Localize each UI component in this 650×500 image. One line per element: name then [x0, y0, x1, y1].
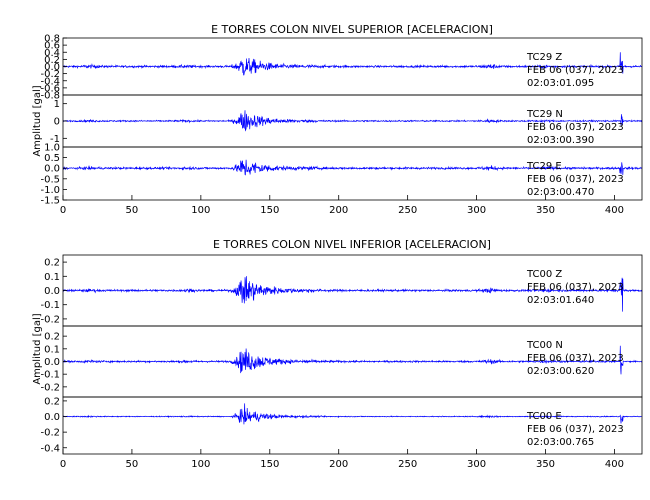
x-tick-label: 50 — [126, 459, 139, 470]
y-tick-label: 0.0 — [44, 357, 60, 368]
waveform-trace — [63, 110, 642, 132]
channel-label: TC00 E — [526, 411, 562, 422]
y-tick-label: 0 — [54, 117, 60, 128]
x-tick-label: 400 — [605, 205, 624, 216]
y-tick-label: 0.0 — [44, 62, 60, 73]
date-label: FEB 06 (037), 2023 — [527, 122, 624, 133]
y-tick-label: 0.1 — [44, 344, 60, 355]
channel-annotation: TC29 N FEB 06 (037), 2023 02:03:00.390 — [526, 109, 624, 146]
x-tick-label: 250 — [398, 205, 417, 216]
channel-label: TC00 N — [526, 340, 563, 351]
waveform-trace — [63, 52, 642, 76]
x-tick-label: 0 — [60, 459, 66, 470]
x-tick-label: 300 — [467, 205, 486, 216]
panel-tc00-z: 0.2 0.1 0.0 -0.1 -0.2 TC00 Z FEB 06 (037), 202… — [40, 254, 643, 327]
y-tick-label: -0.2 — [40, 69, 60, 80]
channel-annotation: TC29 E FEB 06 (037), 2023 02:03:00.470 — [526, 161, 624, 198]
channel-annotation: TC00 Z FEB 06 (037), 2023 02:03:01.640 — [526, 269, 624, 306]
x-tick-label: 300 — [467, 459, 486, 470]
y-tick-label: -0.1 — [40, 300, 60, 311]
channel-annotation: TC00 E FEB 06 (037), 2023 02:03:00.765 — [526, 411, 624, 448]
y-tick-label: 0.0 — [44, 164, 60, 175]
y-axis-label: Amplitud [gal] — [32, 85, 43, 156]
y-tick-label: 0.5 — [44, 153, 60, 164]
time-label: 02:03:00.470 — [527, 187, 594, 198]
panel-tc29-z: 0.80.60.40.20.0-0.2-0.4-0.6-0.8 TC29 Z FEB… — [40, 34, 643, 102]
y-tick-label: -0.2 — [40, 428, 60, 439]
date-label: FEB 06 (037), 2023 — [527, 282, 624, 293]
y-tick-label: 0.2 — [44, 396, 60, 407]
x-tick-label: 150 — [260, 459, 279, 470]
chart-title: E TORRES COLON NIVEL INFERIOR [ACELERACI… — [213, 238, 491, 251]
y-tick-label: 0.2 — [44, 55, 60, 66]
y-tick-label: -0.2 — [40, 314, 60, 325]
x-tick-label: 200 — [329, 459, 348, 470]
y-tick-label: -0.6 — [40, 83, 60, 94]
waveform-trace — [63, 403, 642, 425]
date-label: FEB 06 (037), 2023 — [527, 65, 624, 76]
y-tick-label: -1 — [50, 134, 60, 145]
panel-tc00-n: 0.20.1 0.0 -0.1-0.2 TC00 N FEB 06 (037), 202… — [40, 325, 643, 398]
y-tick-label: -0.4 — [40, 76, 60, 87]
date-label: FEB 06 (037), 2023 — [527, 174, 624, 185]
time-label: 02:03:00.765 — [527, 437, 594, 448]
y-tick-label: 0.2 — [44, 332, 60, 343]
y-tick-label: -0.2 — [40, 382, 60, 393]
x-tick-label: 100 — [191, 459, 210, 470]
channel-label: TC29 N — [526, 109, 563, 120]
y-tick-label: -0.1 — [40, 370, 60, 381]
time-label: 02:03:01.640 — [527, 295, 594, 306]
waveform-trace — [63, 276, 642, 312]
y-tick-label: 1.0 — [44, 143, 60, 154]
channel-label: TC00 Z — [526, 269, 562, 280]
y-tick-label: -1.0 — [40, 185, 60, 196]
date-label: FEB 06 (037), 2023 — [527, 424, 624, 435]
time-label: 02:03:00.390 — [527, 135, 594, 146]
x-tick-label: 350 — [536, 459, 555, 470]
panel-tc29-e: 1.00.50.0-0.5-1.0-1.5 TC29 E FEB 06 (037),… — [40, 143, 643, 207]
channel-annotation: TC29 Z FEB 06 (037), 2023 02:03:01.095 — [526, 52, 624, 89]
y-axis-label: Amplitud [gal] — [32, 313, 43, 384]
chart-title: E TORRES COLON NIVEL SUPERIOR [ACELERACI… — [211, 23, 493, 36]
y-tick-label: 0.6 — [44, 41, 60, 52]
y-tick-label: -0.4 — [40, 443, 60, 454]
y-tick-label: 0.0 — [44, 286, 60, 297]
y-tick-label: 0.4 — [44, 48, 60, 59]
panel-frame — [62, 146, 643, 201]
y-tick-label: -1.5 — [40, 196, 60, 207]
date-label: FEB 06 (037), 2023 — [527, 353, 624, 364]
y-tick-label: -0.5 — [40, 174, 60, 185]
time-label: 02:03:01.095 — [527, 78, 594, 89]
chart-nivel-inferior: E TORRES COLON NIVEL INFERIOR [ACELERACI… — [32, 238, 643, 470]
channel-label: TC29 Z — [526, 52, 562, 63]
x-tick-label: 0 — [60, 205, 66, 216]
x-tick-label: 50 — [126, 205, 139, 216]
panel-frame — [62, 396, 643, 455]
x-tick-label: 350 — [536, 205, 555, 216]
time-label: 02:03:00.620 — [527, 366, 594, 377]
x-tick-label: 400 — [605, 459, 624, 470]
channel-label: TC29 E — [526, 161, 562, 172]
y-tick-label: 0.0 — [44, 412, 60, 423]
channel-annotation: TC00 N FEB 06 (037), 2023 02:03:00.620 — [526, 340, 624, 377]
x-tick-label: 150 — [260, 205, 279, 216]
y-tick-label: 0.8 — [44, 34, 60, 45]
x-tick-label: 100 — [191, 205, 210, 216]
panel-tc29-n: 1 0 -1 TC29 N FEB 06 (037), 2023 02:03:00.390 — [50, 94, 643, 148]
x-axis-ticks: 0 50 100 150 200 250 300 350 400 — [60, 449, 624, 470]
panel-tc00-e: 0.2 0.0 -0.2 -0.4 TC00 E FEB 06 (037), 2023 02… — [40, 396, 643, 455]
chart-nivel-superior: E TORRES COLON NIVEL SUPERIOR [ACELERACI… — [32, 23, 643, 216]
y-tick-label: 0.2 — [44, 258, 60, 269]
waveform-trace — [63, 159, 642, 176]
y-tick-label: 0.1 — [44, 272, 60, 283]
x-axis-ticks: 0 50 100 150 200 250 300 350 400 — [60, 195, 624, 216]
x-tick-label: 200 — [329, 205, 348, 216]
y-tick-label: -0.8 — [40, 91, 60, 102]
x-tick-label: 250 — [398, 459, 417, 470]
waveform-trace — [63, 345, 642, 375]
y-tick-label: 1 — [54, 99, 60, 110]
